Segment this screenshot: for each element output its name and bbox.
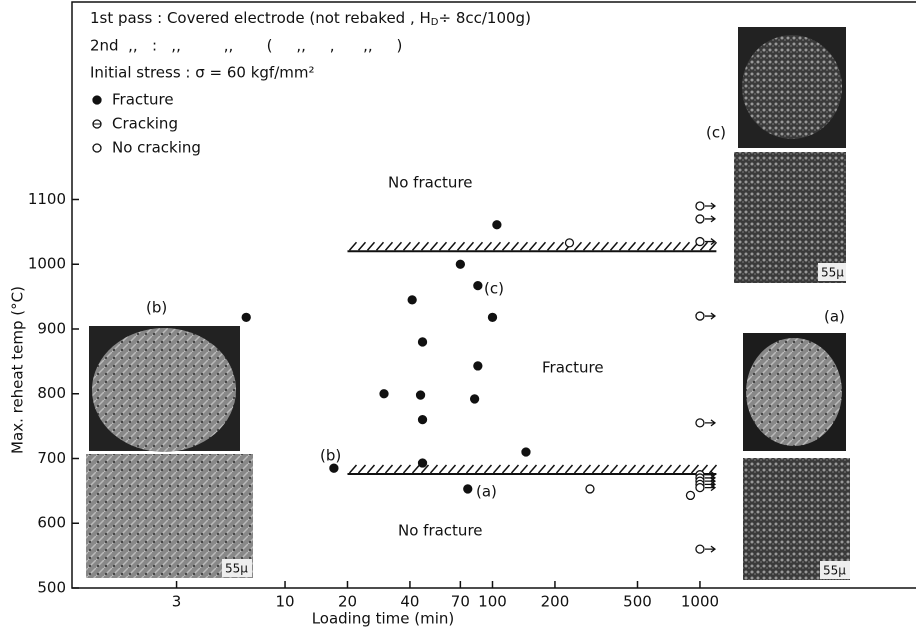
scale-mark: 55μ xyxy=(821,266,844,280)
point xyxy=(695,482,705,493)
runout-arrow xyxy=(704,238,717,246)
scale-mark: 55μ xyxy=(823,564,846,578)
point xyxy=(417,337,428,347)
point xyxy=(415,390,426,400)
point xyxy=(241,312,251,322)
point xyxy=(695,201,705,211)
point xyxy=(92,143,102,153)
y-tick-label: 1000 xyxy=(28,255,66,273)
point xyxy=(379,389,389,399)
x-tick-label: 100 xyxy=(478,593,507,611)
point xyxy=(417,458,428,468)
photo-label: (b) xyxy=(146,299,167,317)
y-tick-label: 900 xyxy=(37,319,66,337)
runout-arrow xyxy=(704,484,717,492)
x-tick-label: 1000 xyxy=(681,593,719,611)
scale-mark: 55μ xyxy=(225,562,248,576)
x-tick-label: 70 xyxy=(451,593,470,611)
x-tick-label: 200 xyxy=(541,593,570,611)
point xyxy=(487,312,498,322)
point xyxy=(407,295,417,305)
point-label: (b) xyxy=(320,447,341,465)
axis-frame xyxy=(71,1,916,589)
y-axis-label: Max. reheat temp (°C) xyxy=(9,286,27,454)
photo-label: (c) xyxy=(706,124,726,142)
x-tick-label: 3 xyxy=(172,593,182,611)
point xyxy=(473,280,483,291)
y-tick-label: 500 xyxy=(37,579,66,597)
runout-arrow xyxy=(704,545,717,553)
point xyxy=(473,361,483,371)
boundary-hatch xyxy=(348,464,718,474)
x-axis-label: Loading time (min) xyxy=(312,610,455,628)
point xyxy=(685,490,696,501)
point xyxy=(92,95,102,105)
point xyxy=(695,418,705,428)
x-tick-label: 40 xyxy=(400,593,419,611)
header-sub: D xyxy=(431,17,439,28)
header-line: Initial stress : σ = 60 kgf/mm² xyxy=(90,64,315,82)
x-tick-label: 10 xyxy=(275,593,294,611)
region-label: Fracture xyxy=(542,359,604,377)
point xyxy=(695,311,705,321)
legend-label: Cracking xyxy=(112,115,178,133)
runout-arrow xyxy=(704,419,717,427)
photo-label: (a) xyxy=(824,308,845,326)
point xyxy=(469,394,480,404)
point xyxy=(455,259,466,269)
point xyxy=(417,414,428,425)
point xyxy=(521,447,531,457)
runout-arrow xyxy=(704,215,717,223)
region-label: No fracture xyxy=(388,174,473,192)
runout-arrow xyxy=(704,202,717,210)
x-tick-label: 500 xyxy=(623,593,652,611)
x-tick-label: 20 xyxy=(338,593,357,611)
point xyxy=(585,484,595,494)
y-tick-label: 700 xyxy=(37,449,66,467)
boundary-hatch xyxy=(348,241,718,251)
photos xyxy=(86,27,850,580)
point xyxy=(695,214,705,224)
header-text: ÷ 8cc/100g) xyxy=(439,9,531,27)
point-label: (a) xyxy=(476,483,497,501)
y-tick-label: 800 xyxy=(37,384,66,402)
legend-label: Fracture xyxy=(112,91,174,109)
header-line: 1st pass : Covered electrode (not rebake… xyxy=(90,9,531,29)
point-label: (c) xyxy=(484,280,504,298)
y-tick-label: 1100 xyxy=(28,190,66,208)
legend-label: No cracking xyxy=(112,139,201,157)
runout-arrow xyxy=(704,312,717,320)
header-text: 1st pass : Covered electrode (not rebake… xyxy=(90,9,431,27)
point xyxy=(463,484,473,494)
y-tick-label: 600 xyxy=(37,514,66,532)
point xyxy=(492,220,502,230)
region-label: No fracture xyxy=(398,522,483,540)
header-line: 2nd ,, : ,, ,, ( ,, , ,, ) xyxy=(90,37,402,55)
point xyxy=(329,463,339,473)
point xyxy=(695,544,705,554)
point xyxy=(564,238,575,248)
point xyxy=(695,236,705,247)
